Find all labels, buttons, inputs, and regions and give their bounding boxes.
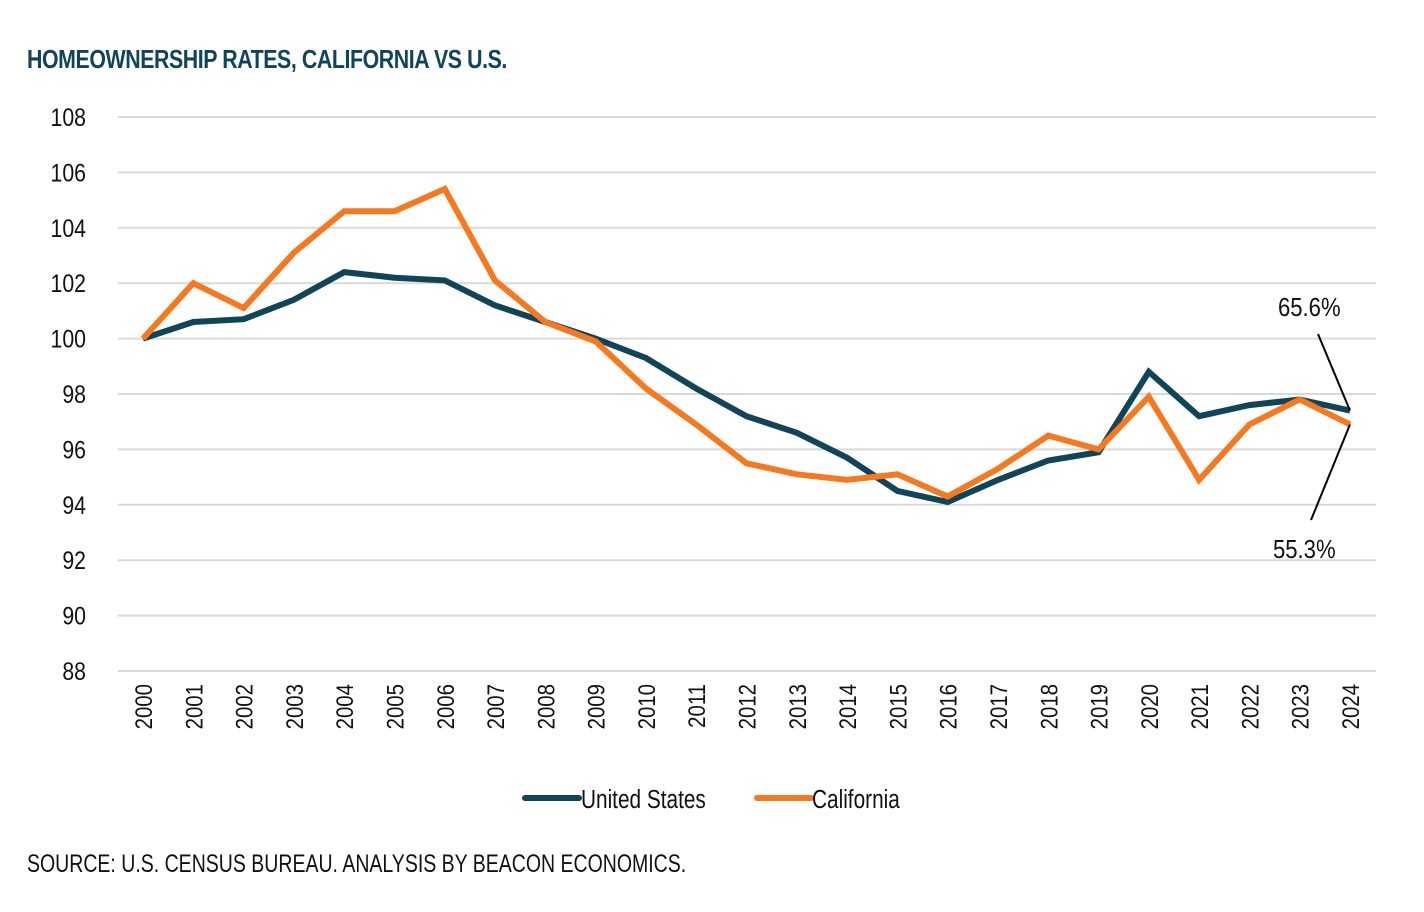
annotation-leader-us bbox=[1317, 333, 1351, 412]
x-tick-label: 2005 bbox=[382, 684, 409, 729]
y-tick-label: 106 bbox=[51, 159, 86, 187]
y-tick-label: 100 bbox=[51, 325, 86, 353]
x-tick-label: 2022 bbox=[1237, 684, 1264, 729]
x-tick-label: 2001 bbox=[181, 684, 208, 729]
y-tick-label: 104 bbox=[51, 214, 87, 242]
x-tick-label: 2013 bbox=[784, 684, 811, 729]
x-tick-label: 2014 bbox=[835, 684, 862, 729]
x-tick-label: 2010 bbox=[633, 684, 660, 729]
legend: United States California bbox=[522, 785, 901, 814]
annotation-us-value: 65.6% bbox=[1278, 293, 1341, 322]
y-tick-label: 96 bbox=[62, 436, 86, 464]
x-tick-label: 2009 bbox=[583, 684, 610, 729]
x-tick-label: 2008 bbox=[533, 684, 560, 729]
series-line-united-states bbox=[142, 269, 1351, 506]
x-tick-label: 2021 bbox=[1187, 684, 1214, 729]
y-tick-label: 102 bbox=[51, 270, 86, 298]
x-tick-label: 2000 bbox=[130, 684, 157, 729]
y-tick-label: 108 bbox=[51, 103, 86, 131]
x-tick-label: 2017 bbox=[985, 684, 1012, 729]
legend-label: United States bbox=[581, 785, 706, 814]
annotations: 65.6% 55.3% bbox=[1273, 293, 1351, 564]
y-tick-label: 90 bbox=[62, 602, 86, 630]
annotation-leader-ca bbox=[1310, 424, 1351, 521]
x-tick-label: 2004 bbox=[332, 684, 359, 729]
gridlines bbox=[118, 116, 1376, 672]
x-tick-label: 2002 bbox=[231, 684, 258, 729]
source-note: SOURCE: U.S. CENSUS BUREAU. ANALYSIS BY … bbox=[27, 850, 687, 878]
y-tick-label: 98 bbox=[62, 380, 86, 408]
x-axis-ticks: 2000 2001 2002 2003 2004 2005 2006 2007 2008 2009… bbox=[130, 684, 1364, 729]
x-tick-label: 2015 bbox=[885, 684, 912, 729]
legend-label: California bbox=[812, 785, 901, 814]
annotation-ca-value: 55.3% bbox=[1273, 535, 1336, 564]
x-tick-label: 2020 bbox=[1136, 684, 1163, 729]
x-tick-label: 2018 bbox=[1036, 684, 1063, 729]
y-tick-label: 88 bbox=[62, 657, 86, 685]
y-tick-label: 92 bbox=[62, 547, 86, 575]
x-tick-label: 2024 bbox=[1337, 684, 1364, 729]
x-tick-label: 2016 bbox=[935, 684, 962, 729]
y-axis-ticks: 108 106 104 102 100 98 96 94 92 90 88 bbox=[51, 103, 87, 685]
x-tick-label: 2006 bbox=[432, 684, 459, 729]
x-tick-label: 2007 bbox=[482, 684, 509, 729]
chart-title: HOMEOWNERSHIP RATES, CALIFORNIA VS U.S. bbox=[27, 44, 507, 74]
x-tick-label: 2012 bbox=[734, 684, 761, 729]
x-tick-label: 2003 bbox=[281, 684, 308, 729]
y-tick-label: 94 bbox=[62, 491, 86, 519]
series-lines bbox=[140, 185, 1352, 506]
x-tick-label: 2023 bbox=[1287, 684, 1314, 729]
x-tick-label: 2019 bbox=[1086, 684, 1113, 729]
x-tick-label: 2011 bbox=[684, 684, 711, 728]
